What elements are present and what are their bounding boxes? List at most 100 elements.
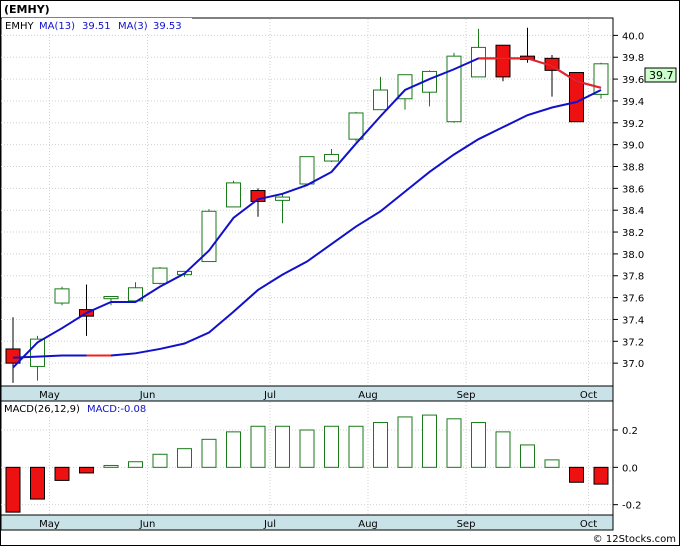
candle-body — [446, 55, 462, 123]
macd-bar-positive — [152, 453, 168, 468]
price-y-tick-label: 38.2 — [622, 228, 644, 239]
candle-up — [103, 296, 119, 306]
current-price-badge: 39.7 — [644, 67, 677, 83]
macd-x-tick-label: Aug — [358, 519, 378, 530]
legend-bg — [2, 18, 192, 32]
macd-y-tick-label: -0.2 — [622, 501, 642, 512]
macd-legend-value: MACD:-0.08 — [87, 404, 146, 415]
price-badge-box — [644, 67, 677, 83]
candle-body — [373, 89, 388, 111]
macd-bar-positive — [348, 425, 364, 468]
macd-grid — [1, 402, 613, 514]
ma3-down-segment — [576, 80, 602, 89]
candle-down — [5, 317, 21, 383]
macd-bar-positive — [103, 464, 119, 468]
legend-ticker: EMHY — [5, 21, 34, 32]
candle-body — [471, 46, 486, 78]
price-candles — [5, 27, 609, 383]
candle-up — [152, 267, 168, 285]
candle-body — [495, 44, 511, 78]
candle-body — [299, 156, 315, 185]
macd-x-tick-label: Sep — [457, 519, 476, 530]
price-x-labels: May Jun Jul Aug Sep Oct — [39, 390, 597, 401]
candle-up — [324, 149, 339, 163]
price-x-tick-label: Sep — [457, 390, 476, 401]
candle-up — [299, 156, 315, 187]
price-y-tick-label: 39.2 — [622, 119, 644, 130]
ticker-title: (EMHY) — [4, 3, 50, 16]
candle-down — [250, 188, 266, 217]
macd-bar-positive — [177, 448, 192, 468]
macd-bar-positive — [520, 444, 535, 468]
macd-panel: -0.2 0.0 0.2 MACD(26,12,9) MACD:-0.08 — [0, 400, 642, 516]
price-x-tick-label: Jun — [139, 390, 156, 401]
legend-ma13-value: 39.51 — [82, 21, 111, 32]
candle-body — [275, 196, 290, 201]
macd-x-tick-label: Jun — [139, 519, 156, 530]
macd-bar-positive — [471, 422, 486, 468]
price-y-tick-label: 37.4 — [622, 315, 644, 326]
price-legend: EMHY MA(13) 39.51 MA(3) 39.53 — [2, 18, 192, 32]
price-y-tick-label: 38.4 — [622, 206, 644, 217]
macd-bar-negative — [569, 466, 584, 483]
candle-up — [446, 52, 462, 123]
candle-body — [152, 267, 168, 284]
macd-bar-positive — [201, 438, 217, 468]
price-y-tick-label: 39.8 — [622, 53, 644, 64]
macd-bar-positive — [397, 416, 413, 468]
macd-bar-negative — [593, 466, 609, 485]
macd-bar-positive — [128, 461, 143, 468]
macd-bar-negative — [79, 466, 94, 474]
candle-body — [201, 210, 217, 263]
macd-bar-positive — [495, 431, 511, 468]
candle-down — [544, 55, 560, 97]
price-x-axis: May Jun Jul Aug Sep Oct — [0, 385, 614, 402]
macd-x-labels: May Jun Jul Aug Sep Oct — [39, 519, 597, 530]
price-y-tick-label: 37.6 — [622, 294, 644, 305]
macd-bar-positive — [250, 425, 266, 468]
price-y-tick-label: 40.0 — [622, 31, 644, 42]
candle-up — [373, 76, 388, 111]
price-y-tick-label: 38.6 — [622, 184, 644, 195]
macd-bar-positive — [544, 459, 560, 468]
macd-y-tick-label: 0.2 — [622, 426, 638, 437]
candle-body — [348, 112, 364, 140]
macd-bar-negative — [54, 466, 70, 481]
candle-body — [250, 190, 266, 202]
legend-ma3-value: 39.53 — [153, 21, 182, 32]
macd-x-axis-band — [0, 514, 614, 531]
candle-body — [103, 296, 119, 300]
price-x-tick-label: May — [39, 390, 60, 401]
macd-x-tick-label: May — [39, 519, 60, 530]
ma3-down-segment — [527, 57, 553, 67]
price-y-tick-label: 37.0 — [622, 359, 644, 370]
price-y-tick-label: 39.4 — [622, 97, 644, 108]
macd-legend-params: MACD(26,12,9) — [4, 404, 80, 415]
moving-averages — [12, 57, 602, 369]
candle-up — [201, 209, 217, 263]
price-x-tick-label: Jul — [263, 390, 276, 401]
price-plot-area — [0, 17, 614, 387]
candle-body — [593, 63, 609, 95]
macd-bar-positive — [324, 425, 339, 468]
candle-down — [495, 44, 511, 82]
price-x-tick-label: Oct — [580, 390, 597, 401]
macd-bar-positive — [299, 429, 315, 468]
macd-bar-negative — [5, 466, 21, 513]
candle-up — [348, 111, 364, 142]
macd-bar-negative — [30, 466, 45, 500]
price-y-axis: 37.0 37.2 37.4 37.6 37.8 38.0 38.2 38.4 38.6 38.8… — [613, 31, 644, 370]
price-x-tick-label: Aug — [358, 390, 378, 401]
price-x-axis-band — [0, 385, 614, 402]
price-y-tick-label: 39.6 — [622, 75, 644, 86]
macd-bar-positive — [373, 422, 388, 468]
macd-bar-positive — [275, 425, 290, 468]
macd-x-tick-label: Jul — [263, 519, 276, 530]
candle-up — [226, 180, 241, 208]
macd-bars — [5, 414, 609, 513]
ma3-down-segment — [551, 65, 578, 83]
legend-ma13-label: MA(13) — [39, 21, 75, 32]
macd-x-axis: May Jun Jul Aug Sep Oct — [0, 514, 614, 531]
